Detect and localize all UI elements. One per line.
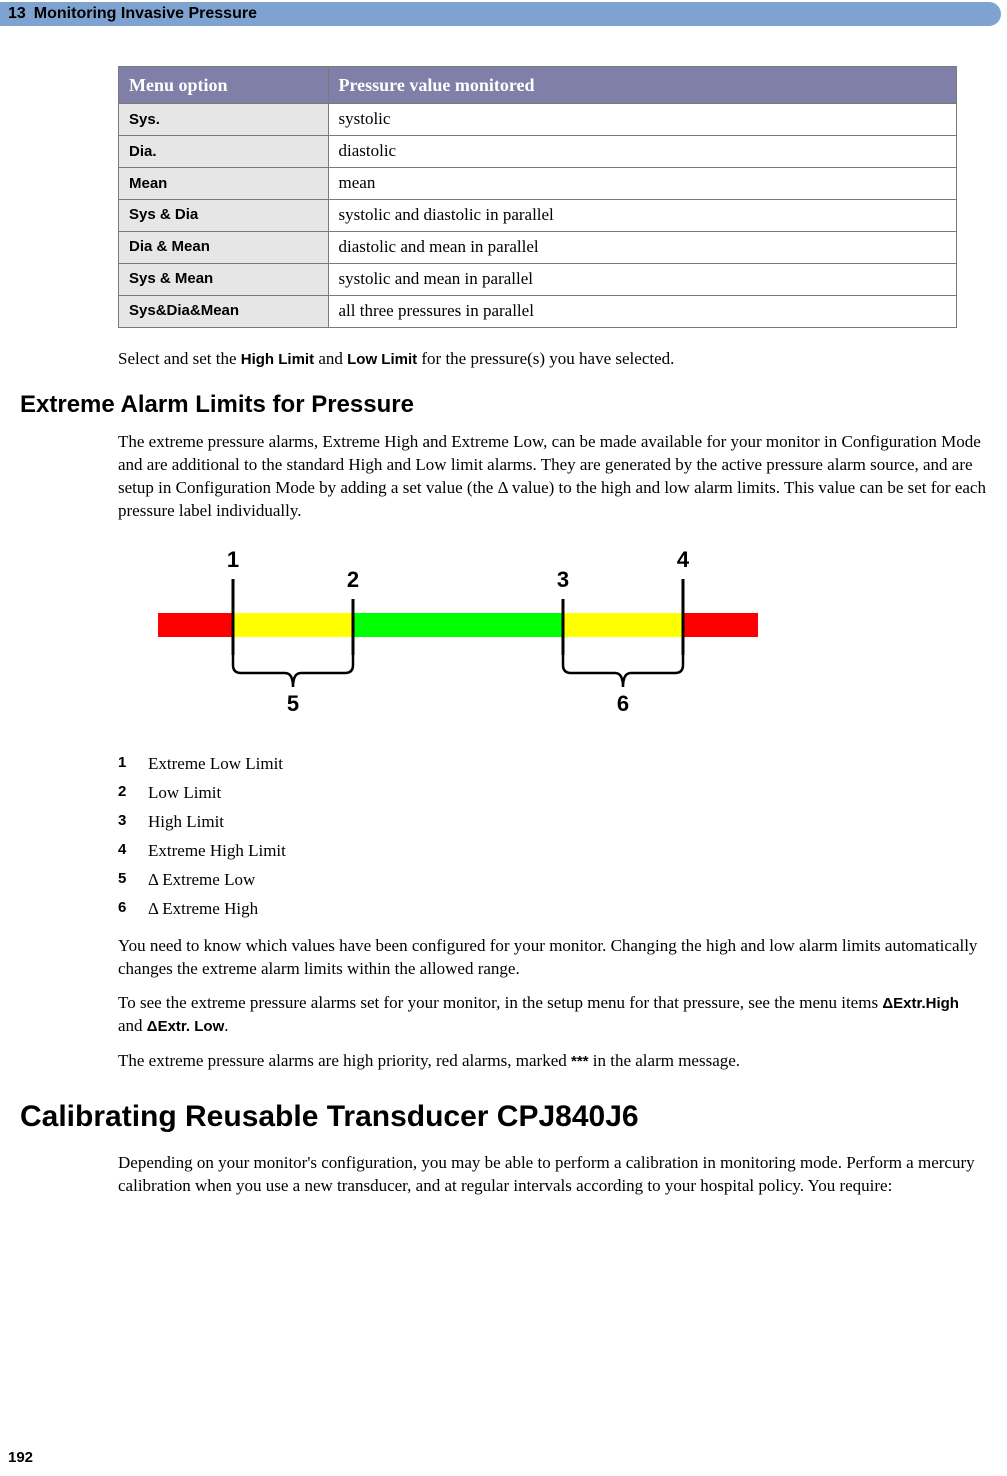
alarm-limits-diagram: 1 2 3 4 5 6 — [158, 543, 987, 733]
table-row: Sys & Diasystolic and diastolic in paral… — [119, 200, 957, 232]
legend-item: 3High Limit — [118, 811, 987, 834]
table-header-value-monitored: Pressure value monitored — [328, 67, 957, 104]
paragraph-need-to-know: You need to know which values have been … — [118, 935, 987, 981]
table-row: Sys & Meansystolic and mean in parallel — [119, 263, 957, 295]
svg-text:1: 1 — [227, 547, 239, 572]
table-row: Dia & Meandiastolic and mean in parallel — [119, 232, 957, 264]
table-cell: diastolic and mean in parallel — [328, 232, 957, 264]
paragraph-menu-items: To see the extreme pressure alarms set f… — [118, 992, 987, 1038]
table-cell: Sys. — [119, 104, 329, 136]
table-row: Sys.systolic — [119, 104, 957, 136]
table-cell: Sys & Dia — [119, 200, 329, 232]
svg-text:4: 4 — [677, 547, 690, 572]
section-extreme-alarm-title: Extreme Alarm Limits for Pressure — [20, 389, 987, 421]
svg-text:5: 5 — [287, 691, 299, 716]
table-cell: systolic — [328, 104, 957, 136]
legend-item: 1Extreme Low Limit — [118, 753, 987, 776]
table-cell: Mean — [119, 168, 329, 200]
legend-item: 2Low Limit — [118, 782, 987, 805]
paragraph-limits: Select and set the High Limit and Low Li… — [118, 348, 987, 371]
table-cell: systolic and diastolic in parallel — [328, 200, 957, 232]
table-cell: mean — [328, 168, 957, 200]
svg-text:3: 3 — [557, 567, 569, 592]
paragraph-calibration: Depending on your monitor's configuratio… — [118, 1152, 987, 1198]
paragraph-priority: The extreme pressure alarms are high pri… — [118, 1050, 987, 1073]
diagram-legend: 1Extreme Low Limit 2Low Limit 3High Limi… — [118, 753, 987, 921]
page-number: 192 — [8, 1448, 33, 1468]
table-header-menu-option: Menu option — [119, 67, 329, 104]
paragraph-extreme-explanation: The extreme pressure alarms, Extreme Hig… — [118, 431, 987, 523]
table-cell: Dia & Mean — [119, 232, 329, 264]
svg-text:2: 2 — [347, 567, 359, 592]
pressure-table: Menu option Pressure value monitored Sys… — [118, 66, 957, 328]
section-calibrating-title: Calibrating Reusable Transducer CPJ840J6 — [20, 1097, 987, 1138]
svg-text:6: 6 — [617, 691, 629, 716]
table-cell: diastolic — [328, 136, 957, 168]
legend-item: 4Extreme High Limit — [118, 840, 987, 863]
table-cell: Sys&Dia&Mean — [119, 295, 329, 327]
legend-item: 6Δ Extreme High — [118, 898, 987, 921]
chapter-number: 13 — [8, 3, 26, 25]
table-row: Sys&Dia&Meanall three pressures in paral… — [119, 295, 957, 327]
table-cell: systolic and mean in parallel — [328, 263, 957, 295]
table-row: Meanmean — [119, 168, 957, 200]
table-cell: all three pressures in parallel — [328, 295, 957, 327]
table-cell: Sys & Mean — [119, 263, 329, 295]
page-header: 13 Monitoring Invasive Pressure — [0, 2, 1001, 26]
legend-item: 5Δ Extreme Low — [118, 869, 987, 892]
table-cell: Dia. — [119, 136, 329, 168]
chapter-title: Monitoring Invasive Pressure — [34, 3, 257, 25]
table-row: Dia.diastolic — [119, 136, 957, 168]
